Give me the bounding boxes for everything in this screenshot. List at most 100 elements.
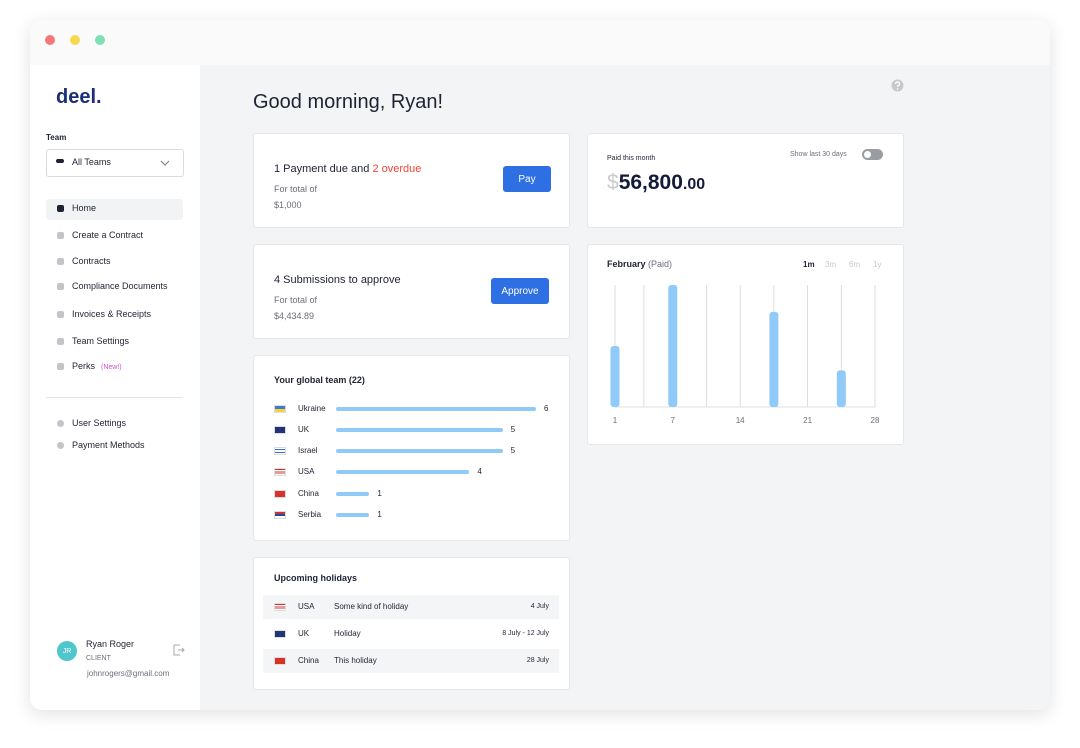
overdue: 2 overdue	[372, 163, 422, 175]
flag	[274, 657, 286, 665]
sidebar	[30, 65, 200, 710]
nav-item[interactable]: Contracts	[72, 256, 111, 266]
country: UK	[298, 425, 310, 434]
nav-icon	[57, 420, 64, 427]
range-tab[interactable]: 6m	[849, 260, 861, 269]
team-select-value: All Teams	[72, 157, 111, 167]
logo[interactable]: deel.	[56, 86, 102, 108]
team-select[interactable]: All Teams	[46, 149, 184, 177]
nav-item[interactable]: User Settings	[72, 418, 127, 428]
bar	[610, 346, 620, 407]
nav-item[interactable]: Payment Methods	[72, 440, 145, 450]
paid-amount: $56,800.00	[607, 172, 705, 193]
avatar[interactable]: JR	[57, 641, 77, 661]
team-icon	[56, 159, 64, 163]
team-bar	[336, 428, 503, 432]
minimize-dot[interactable]	[70, 35, 80, 45]
logout-icon[interactable]	[173, 644, 185, 656]
flag	[274, 630, 286, 638]
x-tick-label: 1	[613, 416, 618, 425]
bar	[668, 285, 678, 407]
count: 5	[510, 425, 516, 434]
total: $4,434.89	[274, 311, 315, 321]
cents: .00	[682, 176, 706, 193]
country: USA	[298, 602, 315, 611]
holiday-date: 4 July	[530, 603, 549, 610]
team-bar	[336, 492, 370, 496]
team-bar	[336, 470, 470, 474]
nav-icon	[57, 363, 64, 370]
user-role: CLIENT	[86, 655, 111, 662]
flag	[274, 447, 286, 455]
holiday-name: This holiday	[334, 656, 377, 665]
flag	[274, 426, 286, 434]
toggle[interactable]	[862, 149, 883, 160]
count: 5	[510, 446, 516, 455]
bar	[836, 370, 846, 407]
count: 6	[544, 404, 549, 413]
range-tab[interactable]: 3m	[825, 260, 837, 269]
nav-item[interactable]: Team Settings	[72, 336, 130, 346]
total: $1,000	[274, 200, 302, 210]
user-email: johnrogers@gmail.com	[87, 669, 170, 678]
nav-item[interactable]: Compliance Documents	[72, 281, 168, 291]
chart-title: February (Paid)	[607, 260, 672, 269]
x-tick-label: 7	[671, 416, 676, 425]
x-tick-label: 14	[736, 416, 745, 425]
country: Ukraine	[298, 404, 326, 413]
team-card	[253, 355, 570, 541]
nav-item[interactable]: Home	[72, 203, 97, 213]
country: Serbia	[298, 510, 322, 519]
approve-button[interactable]: Approve	[491, 278, 549, 304]
nav-item[interactable]: Invoices & Receipts	[72, 309, 152, 319]
chart-card	[587, 244, 904, 445]
team-bar	[336, 513, 370, 517]
close-dot[interactable]	[45, 35, 55, 45]
holiday-name: Holiday	[334, 629, 361, 638]
toggle-label: Show last 30 days	[790, 151, 847, 158]
nav-icon	[57, 283, 64, 290]
paid-card	[587, 133, 904, 228]
country: China	[298, 656, 319, 665]
row-bg	[263, 595, 559, 619]
holiday-name: Some kind of holiday	[334, 602, 409, 611]
chevron	[160, 160, 170, 166]
team-bar	[336, 449, 503, 453]
holidays-title: Upcoming holidays	[274, 573, 358, 583]
flag	[274, 405, 286, 413]
country: China	[298, 489, 319, 498]
nav-item[interactable]: Perks	[72, 361, 96, 371]
avatar-initials: JR	[62, 647, 72, 655]
submissions-text: 4 Submissions to approve	[274, 274, 401, 286]
chart-subtitle: (Paid)	[648, 259, 673, 269]
nav-icon	[57, 311, 64, 318]
payment-due: 1 Payment due and	[274, 163, 370, 175]
maximize-dot[interactable]	[95, 35, 105, 45]
x-tick-label: 28	[871, 416, 880, 425]
row-bg	[263, 649, 559, 673]
team-bar	[336, 407, 536, 411]
count: 1	[377, 489, 382, 498]
flag	[274, 490, 286, 498]
nav-item[interactable]: Create a Contract	[72, 230, 144, 240]
total-label: For total of	[274, 295, 318, 305]
chart-month: February	[607, 259, 646, 269]
country: UK	[298, 629, 310, 638]
nav-icon	[57, 442, 64, 449]
holiday-date: 8 July - 12 July	[502, 630, 549, 637]
help-icon[interactable]	[891, 79, 904, 92]
team-title: Your global team (22)	[274, 375, 365, 385]
separator	[46, 397, 183, 398]
x-tick-label: 21	[803, 416, 812, 425]
nav-icon	[57, 258, 64, 265]
range-tab[interactable]: 1y	[873, 260, 882, 269]
pay-button[interactable]: Pay	[503, 166, 551, 192]
chart: 1 7 14 21 28	[610, 285, 880, 425]
bar	[769, 311, 779, 407]
payment-text: 1 Payment due and 2 overdue	[274, 164, 421, 175]
count: 1	[377, 510, 382, 519]
range-tab[interactable]: 1m	[803, 260, 815, 269]
amount: 56,800	[618, 171, 683, 194]
user-name: Ryan Roger	[86, 639, 135, 649]
